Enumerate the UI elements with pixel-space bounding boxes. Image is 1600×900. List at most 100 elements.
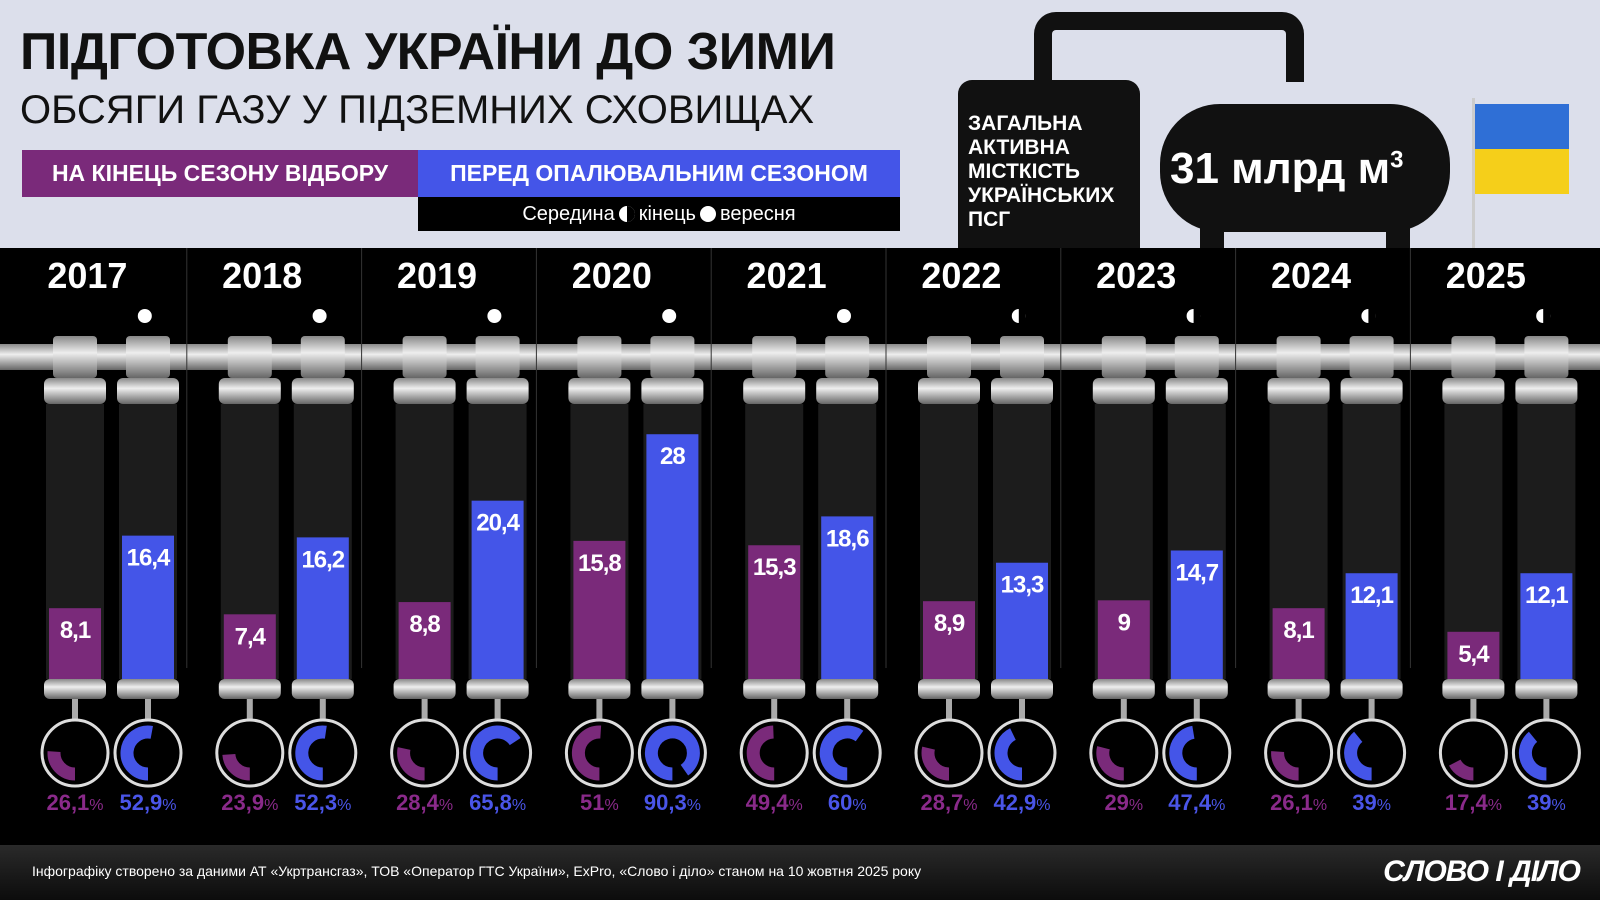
percent-sign: %: [1377, 797, 1391, 814]
tank-cap: [1515, 378, 1578, 404]
bar-end-injection: [398, 602, 451, 679]
tank-valve: [1276, 336, 1321, 378]
ukraine-flag-icon: [1475, 104, 1569, 194]
percent-sign: %: [1211, 797, 1225, 814]
tank-valve: [126, 336, 170, 378]
percent-label: 65,8%: [469, 790, 526, 815]
tank-bottom: [1267, 679, 1330, 699]
gauge-stem: [1470, 699, 1477, 721]
gauge-fill-arc: [819, 725, 864, 781]
tank-bottom: [291, 679, 354, 699]
tank-pipe-graphic: [1034, 12, 1304, 82]
percent-sign: %: [687, 797, 701, 814]
bar-end-injection: [1447, 631, 1500, 679]
tank-cap: [218, 378, 281, 404]
percent-label: 52,3%: [294, 790, 351, 815]
tank-valve: [402, 336, 447, 378]
bar-value-label: 14,7: [1175, 559, 1218, 586]
bar-end-injection: [1097, 600, 1150, 679]
tank-cap: [466, 378, 529, 404]
year-label: 2023: [1096, 255, 1176, 296]
percent-sign: %: [264, 797, 278, 814]
bar-value-label: 7,4: [235, 623, 267, 650]
percent-sign: %: [1488, 797, 1502, 814]
gauge-stem: [596, 699, 603, 721]
horizontal-tank-graphic: [1160, 104, 1450, 232]
tank-bottom: [641, 679, 704, 699]
gauge-fill-arc: [295, 725, 327, 781]
gauge-fill-arc: [1096, 746, 1125, 781]
tank-valve: [53, 336, 97, 378]
gauge-fill-arc: [994, 728, 1023, 781]
bar-value-label: 16,2: [301, 546, 344, 573]
gauge-fill-arc: [120, 725, 153, 781]
half-circle-icon: [618, 206, 635, 222]
gauge-fill-arc: [397, 747, 426, 781]
tank-valve: [825, 336, 870, 378]
percent-sign: %: [89, 797, 103, 814]
tank-cap: [1267, 378, 1330, 404]
percent-label: 39%: [1352, 790, 1391, 815]
tank-cap: [816, 378, 879, 404]
bar-pre-heating: [1345, 573, 1398, 679]
gauge-fill-arc: [746, 725, 775, 781]
tank-bottom: [743, 679, 806, 699]
tank-bottom: [1340, 679, 1403, 699]
percent-label: 39%: [1527, 790, 1566, 815]
percent-label: 42,9%: [993, 790, 1050, 815]
bar-end-injection: [223, 614, 276, 679]
percent-sign: %: [963, 797, 977, 814]
percent-label: 60%: [828, 790, 867, 815]
gauge-fill-arc: [921, 746, 950, 781]
tank-valve: [577, 336, 622, 378]
tank-valve: [227, 336, 272, 378]
percent-sign: %: [1552, 797, 1566, 814]
year-label: 2025: [1446, 255, 1526, 296]
percent-label: 47,4%: [1168, 790, 1225, 815]
gauge-fill-arc: [1169, 725, 1198, 781]
percent-label: 28,4%: [396, 790, 453, 815]
percent-label: 51%: [580, 790, 619, 815]
bar-value-label: 8,1: [60, 617, 91, 644]
percent-sign: %: [512, 797, 526, 814]
tank-bottom: [1165, 679, 1228, 699]
bar-value-label: 5,4: [1458, 641, 1490, 668]
gauge-stem: [319, 699, 326, 721]
tank-bottom: [218, 679, 281, 699]
half-circle-mask: [1543, 309, 1551, 323]
page-subtitle: ОБСЯГИ ГАЗУ У ПІДЗЕМНИХ СХОВИЩАХ: [20, 88, 815, 132]
year-label: 2019: [397, 255, 477, 296]
source-note: Інфографіку створено за даними АТ «Укртр…: [32, 863, 922, 879]
gauge-fill-arc: [571, 725, 602, 781]
bar-value-label: 20,4: [476, 510, 520, 537]
tank-valve: [752, 336, 797, 378]
gauge-fill-arc: [1518, 731, 1547, 781]
bar-value-label: 16,4: [127, 545, 171, 572]
percent-sign: %: [1313, 797, 1327, 814]
legend-end-injection: НА КІНЕЦЬ СЕЗОНУ ВІДБОРУ: [22, 150, 418, 197]
percent-sign: %: [1036, 797, 1050, 814]
bar-value-label: 15,3: [753, 554, 796, 581]
brand-logo: СЛОВО І ДІЛО: [1383, 855, 1581, 888]
tank-cap: [291, 378, 354, 404]
bar-pre-heating: [471, 500, 524, 679]
bar-value-label: 13,3: [1001, 572, 1044, 599]
tank-bottom: [991, 679, 1053, 699]
tank-cap: [743, 378, 806, 404]
tank-valve: [1524, 336, 1569, 378]
tank-valve: [1451, 336, 1496, 378]
half-circle-mask: [1193, 309, 1201, 323]
capacity-value: 31 млрд м3: [1170, 144, 1404, 194]
half-circle-mask: [1368, 309, 1376, 323]
year-label: 2022: [921, 255, 1001, 296]
tank-cap: [44, 378, 106, 404]
percent-label: 23,9%: [221, 790, 278, 815]
tank-cap: [568, 378, 631, 404]
tank-bottom: [918, 679, 980, 699]
percent-sign: %: [788, 797, 802, 814]
tank-valve: [1174, 336, 1219, 378]
full-circle-icon: [487, 309, 502, 323]
bar-value-label: 12,1: [1525, 582, 1568, 609]
percent-label: 26,1%: [1270, 790, 1327, 815]
capacity-number: 31 млрд м: [1170, 144, 1391, 193]
